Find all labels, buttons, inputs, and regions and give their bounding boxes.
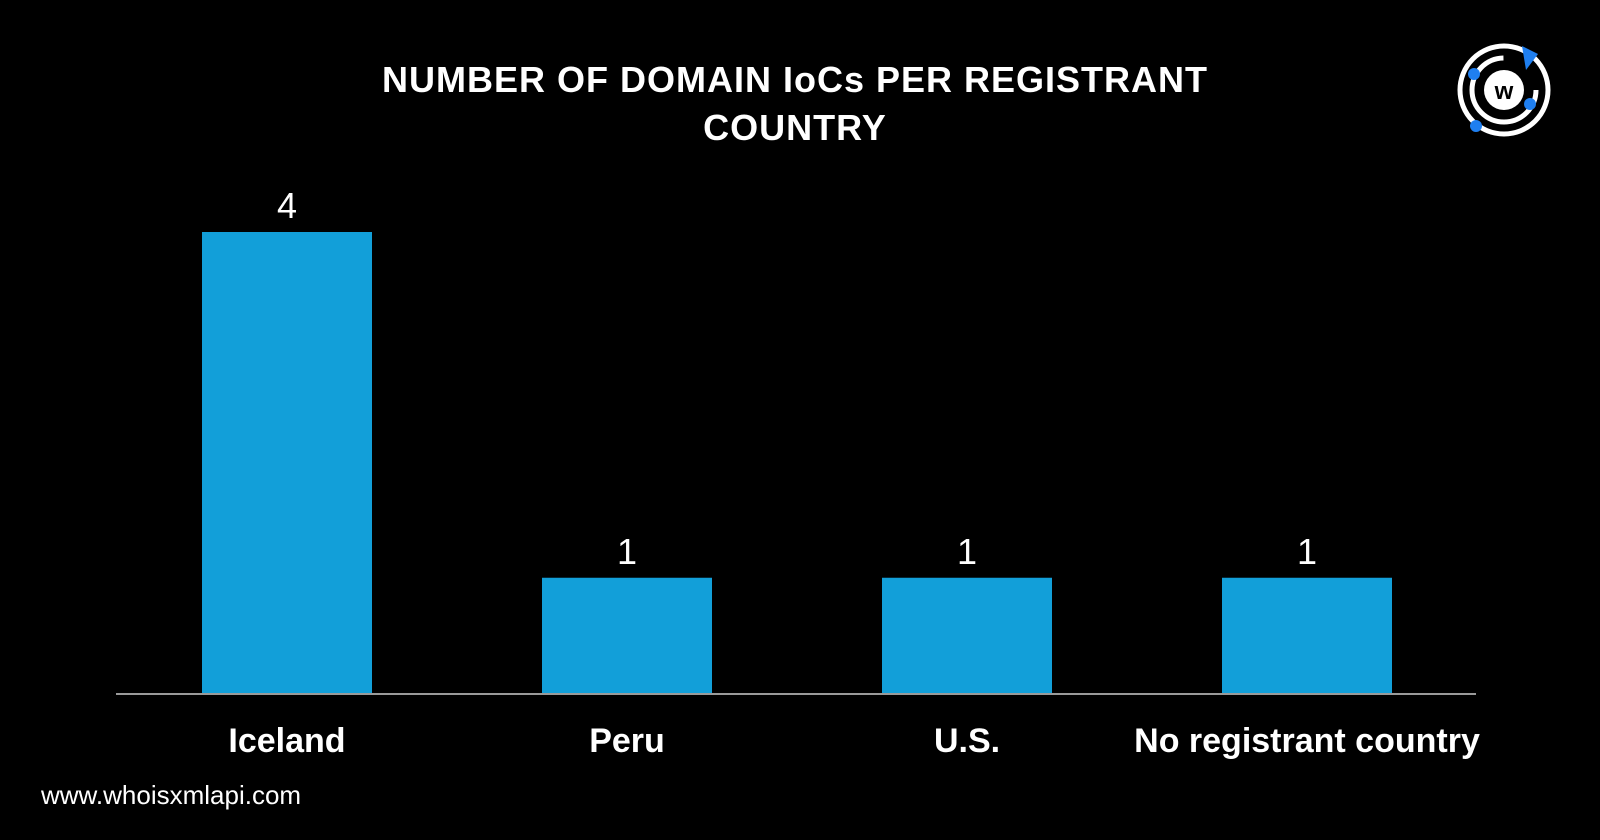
whoisxmlapi-logo-icon[interactable]: w [1452, 38, 1556, 142]
logo-dot-bottom [1470, 120, 1482, 132]
data-label-3: 1 [1297, 531, 1317, 572]
bar-3 [1222, 577, 1392, 693]
footer-url: www.whoisxmlapi.com [41, 780, 302, 810]
logo-outer-ring [1457, 43, 1551, 137]
logo-dot-right [1524, 98, 1536, 110]
bar-1 [542, 577, 712, 693]
x-tick-label-0: Iceland [228, 722, 345, 760]
x-tick-label-2: U.S. [934, 722, 1000, 760]
bar-2 [882, 577, 1052, 693]
chart-title: NUMBER OF DOMAIN IoCs PER REGISTRANT COU… [200, 56, 1390, 152]
data-label-0: 4 [277, 185, 297, 226]
logo-dot-left [1468, 68, 1480, 80]
data-label-2: 1 [957, 531, 977, 572]
chart-title-line-1: NUMBER OF DOMAIN IoCs PER REGISTRANT [381, 59, 1208, 100]
data-label-1: 1 [617, 531, 637, 572]
bar-0 [202, 232, 372, 693]
chart-title-line-2: COUNTRY [703, 107, 887, 148]
logo-letter: w [1494, 78, 1514, 105]
logo-core [1484, 70, 1524, 110]
x-tick-label-1: Peru [589, 722, 665, 760]
logo-flag [1522, 46, 1538, 70]
x-tick-label-3: No registrant country [1134, 722, 1480, 760]
logo-inner-ring [1469, 55, 1539, 125]
